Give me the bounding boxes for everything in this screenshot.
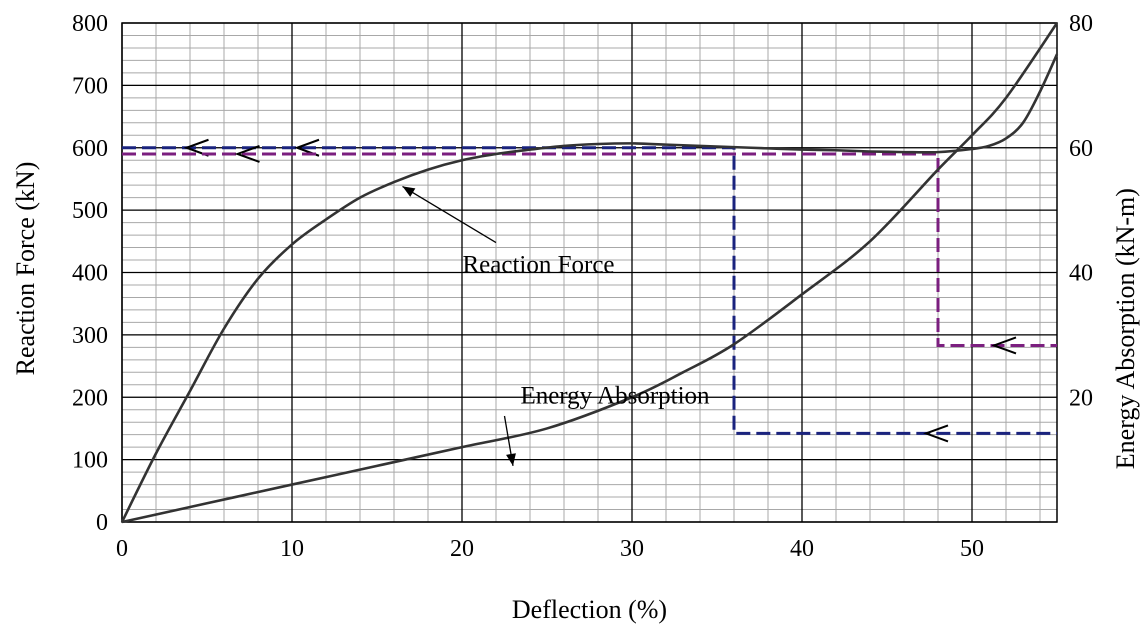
x-tick-label: 20 (450, 536, 474, 562)
x-axis-title: Deflection (%) (512, 595, 667, 624)
series-lines (120, 22, 1059, 524)
y-tick-label: 0 (96, 510, 108, 536)
x-tick-label: 50 (960, 536, 984, 562)
y2-tick-label: 80 (1069, 11, 1093, 37)
y-tick-label: 400 (72, 261, 108, 287)
reference-line-1 (122, 146, 1057, 435)
annotation-arrow-head (402, 186, 416, 197)
reference-lines (122, 138, 1057, 443)
major-grid (121, 22, 1058, 523)
y-tick-label: 200 (72, 385, 108, 411)
y-tick-label: 600 (72, 136, 108, 162)
annotations: Reaction Force Energy Absorption (402, 185, 710, 466)
y2-tick-label: 20 (1069, 385, 1093, 411)
reference-arrow (183, 138, 209, 157)
annotation-arrow-line (402, 185, 497, 244)
y2-tick-label: 40 (1069, 261, 1093, 287)
x-tick-label: 10 (280, 536, 304, 562)
series-line-reaction-force (120, 53, 1059, 523)
y2-axis-title: Energy Absorption (kN-m) (1111, 188, 1140, 469)
reference-line-2 (122, 152, 1057, 347)
y-tick-label: 700 (72, 73, 108, 99)
annotation-label: Reaction Force (462, 252, 614, 279)
reference-arrow (923, 424, 949, 443)
annotation-arrow-head (506, 453, 516, 466)
series-line-energy-absorption (121, 22, 1059, 524)
reference-arrow (991, 336, 1017, 355)
tick-labels: 0 10 20 30 40 5001002003004005006007008002040… (72, 11, 1093, 562)
y-tick-label: 100 (72, 448, 108, 474)
y-tick-label: 300 (72, 323, 108, 349)
reference-arrow (234, 145, 260, 163)
plot-frame (121, 22, 1058, 523)
y2-tick-label: 60 (1069, 136, 1093, 162)
annotation-label: Energy Absorption (520, 382, 710, 409)
x-tick-label: 40 (790, 536, 814, 562)
y-axis-title: Reaction Force (kN) (11, 162, 40, 376)
x-tick-label: 30 (620, 536, 644, 562)
x-tick-label: 0 (116, 536, 128, 562)
y-tick-label: 500 (72, 198, 108, 224)
y-tick-label: 800 (72, 11, 108, 37)
